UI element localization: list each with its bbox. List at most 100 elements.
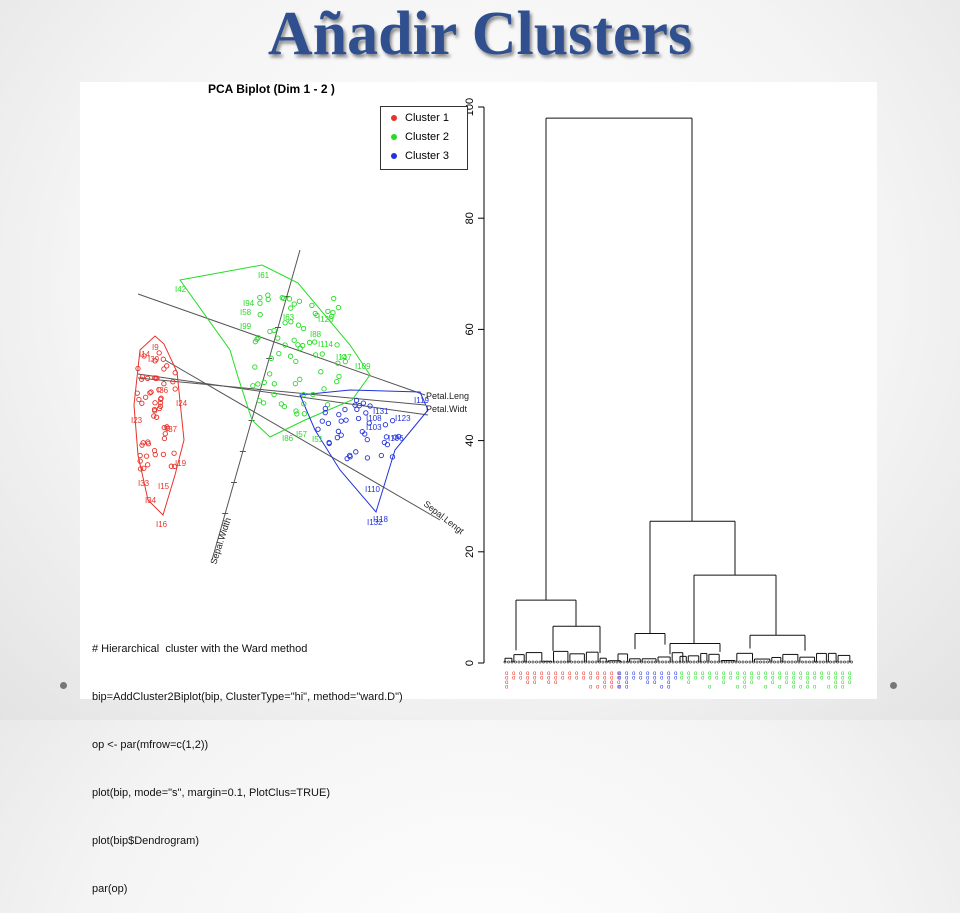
point-label: I37: [166, 425, 178, 434]
dendro-leaf-node: [584, 660, 587, 664]
cluster-2-leaf-label: o: [848, 680, 852, 686]
cluster-2-point: [293, 408, 299, 414]
cluster-2-point: [300, 342, 306, 349]
cluster-1-leaf-label: o: [596, 676, 600, 682]
dendro-leaf-node: [580, 660, 584, 664]
cluster-1-point: [152, 400, 158, 406]
cluster-2-leaf-label: o: [757, 676, 761, 682]
cluster-3-leaf-label: o: [625, 671, 629, 677]
cluster-1-point: [135, 365, 141, 372]
cluster-2-point: [297, 345, 303, 351]
dendro-leaf-node: [633, 660, 636, 664]
cluster-3-point: [356, 402, 362, 409]
code-line: # Hierarchical cluster with the Ward met…: [92, 643, 308, 655]
cluster-3-leaf-label: o: [646, 671, 650, 677]
cluster-1-point: [147, 390, 153, 396]
cluster-1-leaf-label: o: [610, 680, 614, 686]
dendro-leaf-node: [671, 660, 675, 664]
cluster-1-point: [157, 403, 164, 409]
cluster-1-point: [168, 463, 174, 469]
point-label: I16: [156, 520, 168, 529]
cluster-2-point: [252, 339, 259, 345]
cluster-2-point: [288, 305, 294, 311]
cluster-1-point: [161, 424, 167, 431]
dendro-leaf-node: [654, 660, 657, 664]
dendro-leaf-node: [640, 660, 643, 664]
dendro-leaf-node: [685, 660, 689, 664]
dendro-leaf-node: [668, 660, 671, 664]
cluster-2-point: [278, 401, 284, 407]
cluster-1-hull: [133, 335, 185, 516]
cluster-3-point: [319, 418, 325, 424]
dendro-leaf-node: [713, 660, 717, 664]
cluster-2-point: [260, 400, 267, 406]
cluster-1-leaf-label: o: [582, 671, 586, 677]
cluster-2-point: [335, 304, 342, 311]
cluster-2-leaf-label: o: [792, 671, 796, 677]
cluster-2-leaf-label: o: [764, 671, 768, 677]
dendro-leaf-node: [829, 660, 832, 664]
dendro-leaf-node: [629, 660, 633, 664]
point-label: I15: [158, 482, 170, 491]
cluster-1-leaf-label: o: [561, 676, 565, 682]
cluster-2-leaf-label: o: [729, 676, 733, 682]
cluster-3-leaf-label: o: [667, 676, 671, 682]
cluster-2-leaf-label: o: [757, 671, 761, 677]
point-label: I33: [138, 479, 150, 488]
cluster-2-point: [282, 320, 288, 326]
biplot-axis-line: [137, 377, 426, 406]
cluster-3-point: [367, 403, 373, 409]
point-label: I132: [367, 518, 383, 527]
dendro-leaf-node: [748, 660, 752, 664]
cluster-2-point: [319, 351, 325, 357]
cluster-2-leaf-label: o: [750, 676, 754, 682]
dendro-leaf-node: [570, 660, 573, 664]
cluster-2-point: [291, 301, 297, 307]
cluster-3-point: [338, 432, 344, 438]
dendro-leaf-node: [605, 660, 608, 664]
cluster-3-point: [353, 449, 359, 455]
dendro-leaf-node: [622, 660, 626, 664]
cluster-2-leaf-label: o: [771, 680, 775, 686]
cluster-2-leaf-label: o: [715, 676, 719, 682]
point-label: I88: [310, 330, 322, 339]
biplot-axis-label: Sepal.Width: [208, 516, 233, 565]
cluster-1-point: [161, 435, 168, 442]
cluster-3-point: [389, 418, 396, 424]
cluster-2-point: [257, 311, 263, 318]
cluster-2-leaf-label: o: [722, 680, 726, 686]
cluster-2-leaf-label: o: [841, 676, 845, 682]
cluster-3-point: [360, 400, 367, 406]
dendro-leaf-node: [563, 660, 566, 664]
cluster-2-point: [271, 392, 277, 398]
slide-bullet-right: [890, 682, 897, 689]
cluster-3-leaf-label: o: [667, 685, 671, 691]
cluster-2-leaf-label: o: [687, 671, 691, 677]
cluster-1-point: [139, 400, 145, 406]
point-label: I120: [318, 315, 334, 324]
cluster-2-point: [312, 352, 319, 358]
dendro-leaf-node: [815, 660, 818, 664]
cluster-3-point: [344, 455, 350, 462]
cluster-2-point: [261, 379, 267, 386]
cluster-3-leaf-label: o: [660, 685, 664, 691]
cluster-3-point: [366, 420, 372, 426]
dendro-leaf-node: [755, 660, 759, 664]
cluster-2-point: [287, 353, 294, 359]
cluster-1-leaf-label: o: [603, 680, 607, 686]
cluster-1-point: [153, 375, 159, 381]
point-label: I110: [365, 485, 381, 494]
cluster-1-point: [142, 394, 149, 400]
cluster-1-point: [152, 452, 158, 458]
cluster-2-point: [309, 302, 315, 309]
code-line: bip=AddCluster2Biplot(bip, ClusterType="…: [92, 691, 403, 703]
cluster-1-point: [139, 442, 145, 448]
cluster-2-point: [295, 342, 301, 348]
dendro-leaf-node: [836, 660, 839, 664]
cluster-3-point: [363, 410, 369, 416]
cluster-3-point: [384, 441, 391, 448]
code-line: plot(bip$Dendrogram): [92, 835, 199, 847]
dendro-leaf-node: [510, 660, 514, 664]
cluster-3-leaf-label: o: [639, 676, 643, 682]
cluster-1-point: [137, 466, 144, 472]
